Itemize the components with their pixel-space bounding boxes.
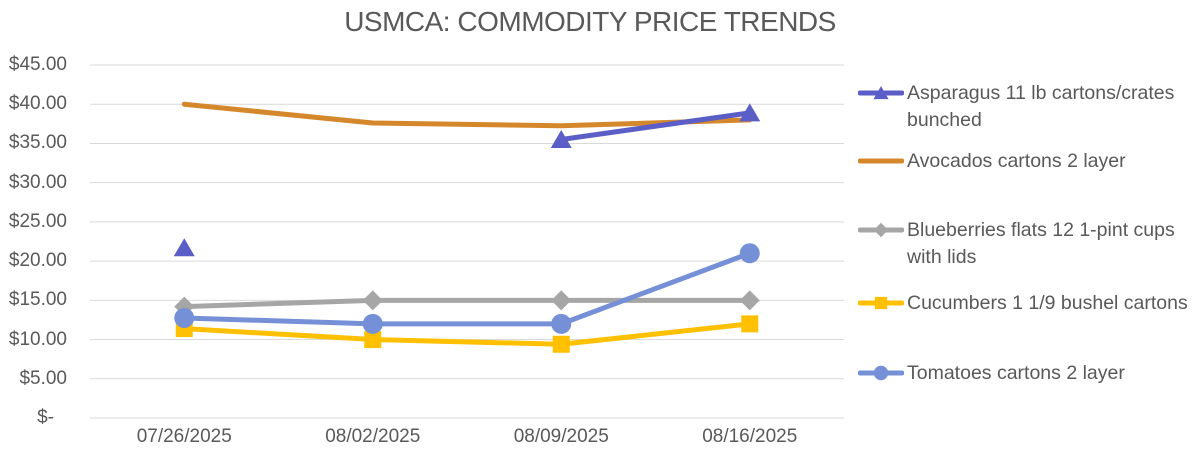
data-point-tomatoes [739,243,760,264]
legend-label: Asparagus 11 lb cartons/crates bunched [907,82,1175,131]
legend-label: Tomatoes cartons 2 layer [907,362,1125,384]
series-line-asparagus [558,110,753,143]
y-tick-label: $10.00 [8,328,67,350]
legend-swatch-cucumbers [858,296,904,310]
legend-swatch-blueberries [858,222,904,238]
x-tick-label: 08/16/2025 [702,426,798,447]
series-line-avocados [181,101,753,129]
data-point-blueberries [362,290,383,311]
legend-swatch-avocados [858,158,904,164]
y-tick-label: $35.00 [8,132,67,154]
y-tick-label: $40.00 [8,93,67,115]
y-tick-label: $5.00 [19,367,67,389]
legend-marker [873,86,889,100]
data-point-tomatoes [551,313,572,334]
y-tick-label: $20.00 [8,250,67,272]
series-line-blueberries [181,297,753,310]
data-point-asparagus [173,238,195,257]
data-point-tomatoes [362,313,383,334]
data-point-cucumbers [364,331,382,349]
y-tick-label: $30.00 [8,171,67,193]
legend-marker [873,222,889,238]
legend: Asparagus 11 lb cartons/crates bunched Av… [858,0,1198,462]
y-tick-label: $- [37,407,54,428]
x-tick-label: 08/02/2025 [325,426,421,447]
legend-label: Blueberries flats 12 1-pint cups with li… [907,219,1175,268]
x-tick-label: 07/26/2025 [136,426,232,447]
legend-swatch-tomatoes [858,365,904,381]
legend-label: Cucumbers 1 1/9 bushel cartons [907,292,1188,314]
data-point-cucumbers [552,335,570,353]
legend-label: Avocados cartons 2 layer [907,150,1126,172]
y-tick-label: $15.00 [8,289,67,311]
series-line-cucumbers [181,321,753,347]
legend-marker [874,296,888,310]
y-tick-label: $25.00 [8,210,67,232]
legend-marker [873,365,889,381]
chart-title: USMCA: COMMODITY PRICE TRENDS [344,6,836,37]
data-point-asparagus [739,103,761,122]
data-point-asparagus [550,130,572,149]
series-asparagus [173,103,761,257]
series-tomatoes [174,243,760,334]
x-tick-label: 08/09/2025 [513,426,609,447]
series-line-tomatoes [181,250,753,327]
data-point-cucumbers [741,315,759,333]
data-point-blueberries [551,290,572,311]
data-point-blueberries [739,290,760,311]
legend-swatch-asparagus [858,86,904,100]
y-axis: $45.00 $40.00 $35.00 $30.00 $25.00 $20.00 $15.… [0,0,67,462]
data-point-tomatoes [174,307,195,328]
series-avocados [181,101,753,129]
y-tick-label: $45.00 [8,54,67,75]
